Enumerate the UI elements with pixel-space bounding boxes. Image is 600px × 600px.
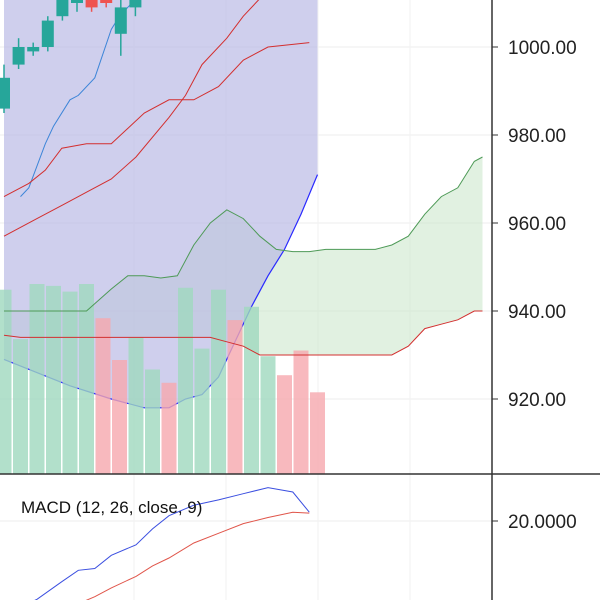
volume-bar xyxy=(62,291,78,474)
volume-bar xyxy=(227,320,243,474)
indicator-line xyxy=(3,0,260,237)
candle-body xyxy=(85,0,98,8)
candle-body xyxy=(114,7,127,34)
macd-title: MACD (12, 26, close, 9) xyxy=(21,498,202,517)
price-tick-label: 960.00 xyxy=(508,214,566,235)
candle-body xyxy=(0,77,10,109)
volume-bar xyxy=(0,289,12,474)
volume-bar xyxy=(145,369,160,474)
candle-body xyxy=(12,47,25,65)
volume-bar xyxy=(112,360,127,474)
price-tick-label: 940.00 xyxy=(508,302,566,323)
volume-bar xyxy=(128,337,144,474)
ichimoku-span-a xyxy=(4,156,483,312)
macd-panel: MACD (12, 26, close, 9) xyxy=(21,487,310,600)
candle-body xyxy=(41,20,54,47)
indicator-line xyxy=(3,42,310,198)
volume-bar xyxy=(161,382,177,474)
candle-body xyxy=(100,0,113,3)
volume-bar xyxy=(46,285,61,474)
ichimoku-span-b xyxy=(3,310,483,356)
signal-line xyxy=(85,511,310,600)
volume-bar xyxy=(244,306,259,474)
price-tick-label: 920.00 xyxy=(508,390,566,411)
volume-bar xyxy=(293,350,309,474)
macd-tick-label: 20.0000 xyxy=(508,512,577,533)
candle-body xyxy=(129,0,142,8)
volume-bar xyxy=(310,392,325,474)
volume-bar xyxy=(29,284,45,474)
price-panel xyxy=(0,0,483,474)
price-tick-label: 980.00 xyxy=(508,126,566,147)
volume-bar xyxy=(277,375,292,474)
volume-bar xyxy=(79,284,94,474)
candle-body xyxy=(71,0,83,3)
volume-bar xyxy=(95,318,111,474)
volume-bar xyxy=(178,287,193,474)
volume-bar xyxy=(211,289,226,474)
volume-bar xyxy=(194,348,210,474)
volume-bar xyxy=(13,339,28,474)
volume-bar xyxy=(260,356,276,474)
candle-body xyxy=(56,0,69,17)
candle-body xyxy=(27,47,40,52)
macd-line xyxy=(34,487,310,600)
price-tick-label: 1000.00 xyxy=(508,38,577,59)
